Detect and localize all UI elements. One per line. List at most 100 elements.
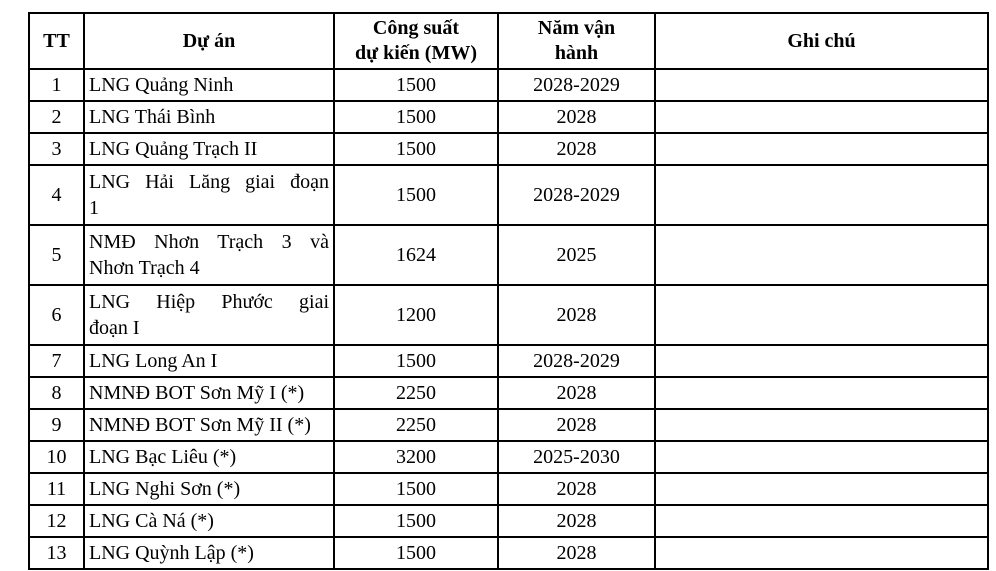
table-row: 5 NMĐ Nhơn Trạch 3 và Nhơn Trạch 4 1624 2025 [28, 224, 989, 286]
table-body: 1 LNG Quảng Ninh 1500 2028-2029 2 LNG Thái Bì… [28, 68, 989, 570]
project-name-line: LNG Bạc Liêu (*) [89, 446, 237, 468]
table-row: 7 LNG Long An I 1500 2028-2029 [28, 344, 989, 378]
header-row: TT Dự án Công suất dự kiến (MW) Năm vận … [28, 12, 989, 70]
cell-note [654, 536, 989, 570]
table-row: 4 LNG Hải Lăng giai đoạn 1 1500 2028-2029 [28, 164, 989, 226]
cell-year: 2028 [497, 472, 656, 506]
project-name-line: LNG Quỳnh Lập (*) [89, 542, 254, 564]
cell-year: 2028-2029 [497, 68, 656, 102]
cell-note [654, 132, 989, 166]
cell-note [654, 100, 989, 134]
project-name-line: LNG Hiệp Phước giai [89, 291, 329, 313]
cell-project: LNG Hiệp Phước giai đoạn I [83, 284, 335, 346]
table-row: 8 NMNĐ BOT Sơn Mỹ I (*) 2250 2028 [28, 376, 989, 410]
cell-year: 2028 [497, 536, 656, 570]
cell-project: LNG Quảng Trạch II [83, 132, 335, 166]
cell-project: LNG Cà Ná (*) [83, 504, 335, 538]
table-header: TT Dự án Công suất dự kiến (MW) Năm vận … [28, 12, 989, 70]
project-name-line: LNG Cà Ná (*) [89, 510, 214, 532]
project-name-line: 1 [89, 197, 99, 219]
cell-note [654, 408, 989, 442]
project-name-line: LNG Quảng Trạch II [89, 138, 258, 160]
column-header-year: Năm vận hành [497, 12, 656, 70]
cell-tt: 1 [28, 68, 85, 102]
table-row: 9 NMNĐ BOT Sơn Mỹ II (*) 2250 2028 [28, 408, 989, 442]
cell-note [654, 164, 989, 226]
project-name-line: LNG Nghi Sơn (*) [89, 478, 241, 500]
cell-capacity: 1500 [333, 536, 499, 570]
cell-year: 2028 [497, 100, 656, 134]
table-row: 3 LNG Quảng Trạch II 1500 2028 [28, 132, 989, 166]
cell-note [654, 284, 989, 346]
cell-project: LNG Thái Bình [83, 100, 335, 134]
cell-note [654, 224, 989, 286]
cell-tt: 4 [28, 164, 85, 226]
cell-tt: 11 [28, 472, 85, 506]
cell-capacity: 2250 [333, 376, 499, 410]
cell-note [654, 68, 989, 102]
cell-project: LNG Long An I [83, 344, 335, 378]
cell-year: 2028-2029 [497, 344, 656, 378]
project-name-line: NMNĐ BOT Sơn Mỹ II (*) [89, 414, 311, 436]
cell-capacity: 1500 [333, 504, 499, 538]
cell-tt: 9 [28, 408, 85, 442]
cell-project: NMNĐ BOT Sơn Mỹ I (*) [83, 376, 335, 410]
project-name-line: LNG Long An I [89, 350, 218, 372]
cell-tt: 10 [28, 440, 85, 474]
table-row: 1 LNG Quảng Ninh 1500 2028-2029 [28, 68, 989, 102]
cell-tt: 7 [28, 344, 85, 378]
cell-project: LNG Quảng Ninh [83, 68, 335, 102]
cell-note [654, 504, 989, 538]
cell-project: NMĐ Nhơn Trạch 3 và Nhơn Trạch 4 [83, 224, 335, 286]
cell-capacity: 1500 [333, 68, 499, 102]
project-name-line: LNG Hải Lăng giai đoạn [89, 171, 329, 193]
cell-year: 2028 [497, 376, 656, 410]
cell-project: LNG Nghi Sơn (*) [83, 472, 335, 506]
cell-tt: 3 [28, 132, 85, 166]
cell-capacity: 1500 [333, 472, 499, 506]
cell-year: 2028 [497, 504, 656, 538]
projects-table: TT Dự án Công suất dự kiến (MW) Năm vận … [28, 12, 989, 570]
table-row: 12 LNG Cà Ná (*) 1500 2028 [28, 504, 989, 538]
column-header-note: Ghi chú [654, 12, 989, 70]
project-name-line: đoạn I [89, 317, 140, 339]
cell-note [654, 472, 989, 506]
cell-capacity: 1200 [333, 284, 499, 346]
cell-capacity: 1624 [333, 224, 499, 286]
cell-capacity: 3200 [333, 440, 499, 474]
table-row: 13 LNG Quỳnh Lập (*) 1500 2028 [28, 536, 989, 570]
project-name-line: LNG Thái Bình [89, 106, 216, 128]
cell-year: 2028 [497, 132, 656, 166]
column-header-capacity: Công suất dự kiến (MW) [333, 12, 499, 70]
cell-year: 2028-2029 [497, 164, 656, 226]
cell-capacity: 1500 [333, 100, 499, 134]
cell-project: NMNĐ BOT Sơn Mỹ II (*) [83, 408, 335, 442]
cell-tt: 6 [28, 284, 85, 346]
cell-tt: 12 [28, 504, 85, 538]
cell-year: 2028 [497, 408, 656, 442]
table-row: 6 LNG Hiệp Phước giai đoạn I 1200 2028 [28, 284, 989, 346]
cell-tt: 5 [28, 224, 85, 286]
column-header-tt: TT [28, 12, 85, 70]
cell-capacity: 1500 [333, 164, 499, 226]
cell-note [654, 344, 989, 378]
cell-year: 2025 [497, 224, 656, 286]
cell-project: LNG Bạc Liêu (*) [83, 440, 335, 474]
cell-tt: 2 [28, 100, 85, 134]
table-row: 10 LNG Bạc Liêu (*) 3200 2025-2030 [28, 440, 989, 474]
cell-note [654, 440, 989, 474]
cell-project: LNG Quỳnh Lập (*) [83, 536, 335, 570]
cell-capacity: 1500 [333, 132, 499, 166]
project-name-line: NMNĐ BOT Sơn Mỹ I (*) [89, 382, 305, 404]
cell-tt: 13 [28, 536, 85, 570]
project-name-line: Nhơn Trạch 4 [89, 257, 200, 279]
cell-capacity: 2250 [333, 408, 499, 442]
cell-capacity: 1500 [333, 344, 499, 378]
table-row: 2 LNG Thái Bình 1500 2028 [28, 100, 989, 134]
table-row: 11 LNG Nghi Sơn (*) 1500 2028 [28, 472, 989, 506]
project-name-line: LNG Quảng Ninh [89, 74, 234, 96]
column-header-project: Dự án [83, 12, 335, 70]
cell-year: 2025-2030 [497, 440, 656, 474]
project-name-line: NMĐ Nhơn Trạch 3 và [89, 231, 329, 253]
